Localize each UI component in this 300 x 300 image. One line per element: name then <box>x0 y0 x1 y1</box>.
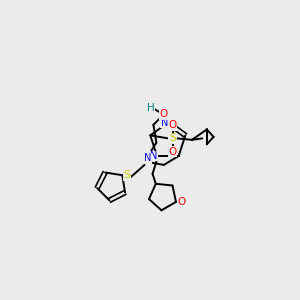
Text: N: N <box>160 118 168 128</box>
Text: H: H <box>147 103 154 113</box>
Text: O: O <box>177 197 185 207</box>
Text: O: O <box>160 110 168 119</box>
Text: N: N <box>144 153 151 164</box>
Text: O: O <box>169 147 177 157</box>
Text: S: S <box>169 134 176 143</box>
Text: N: N <box>150 151 157 161</box>
Text: S: S <box>123 170 130 180</box>
Text: O: O <box>169 120 177 130</box>
